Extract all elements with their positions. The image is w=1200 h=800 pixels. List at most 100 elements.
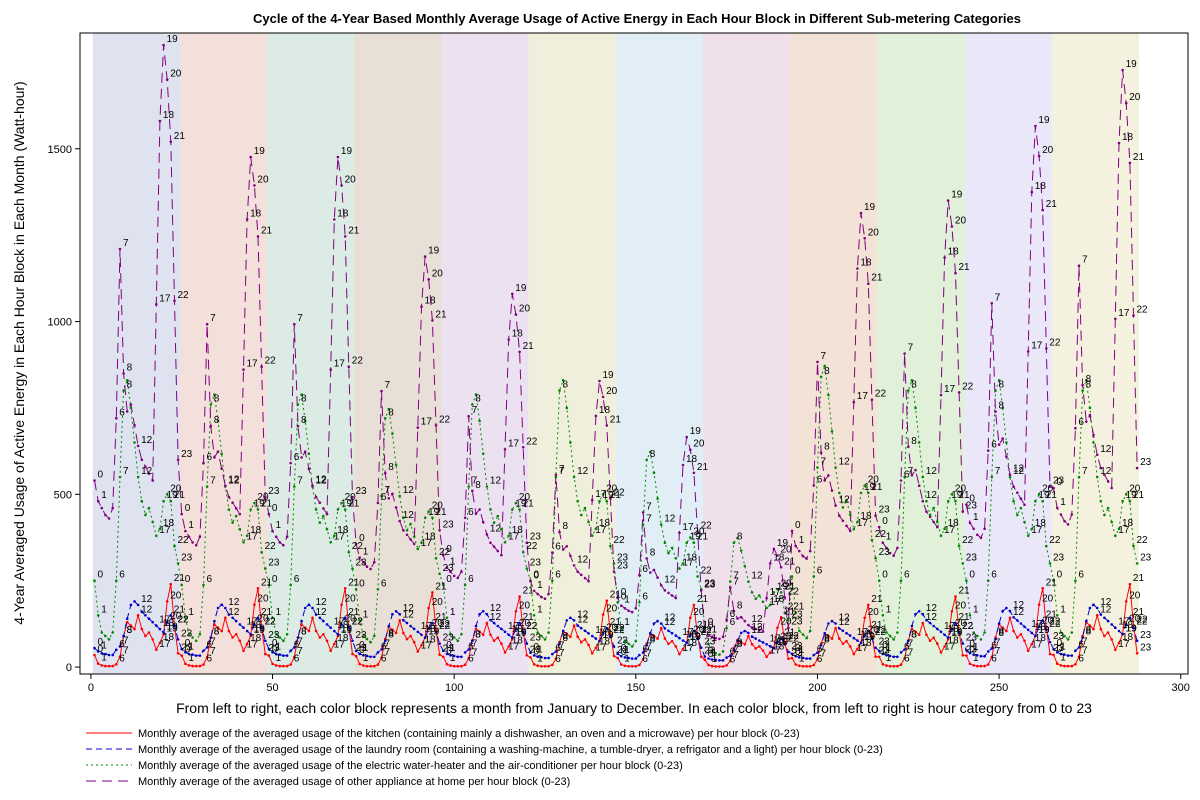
series-2-hour-label: 22 <box>613 625 625 636</box>
series-1-point <box>1066 664 1070 668</box>
series-2-hour-label: 22 <box>788 633 800 644</box>
series-1-hour-label: 21 <box>435 581 447 592</box>
series-4-point <box>452 574 456 578</box>
series-3-hour-label: 0 <box>98 570 104 581</box>
series-4-hour-label: 0 <box>795 520 801 531</box>
series-4-point <box>260 365 263 369</box>
series-3-hour-label: 6 <box>642 591 648 602</box>
series-4-hour-label: 6 <box>119 407 125 418</box>
series-2-hour-label: 21 <box>959 612 971 623</box>
series-4-point <box>707 634 710 637</box>
series-3-hour-label: 20 <box>693 527 705 538</box>
series-2-point <box>231 616 234 620</box>
series-1-hour-label: 19 <box>951 628 963 639</box>
series-2-point <box>954 621 957 625</box>
series-2-point <box>616 652 619 656</box>
series-4-hour-label: 20 <box>519 304 531 315</box>
series-4-point <box>638 573 641 577</box>
series-3-hour-label: 0 <box>272 574 278 585</box>
series-1-point <box>1135 652 1139 655</box>
series-3-point <box>1041 499 1044 503</box>
series-2-point <box>863 634 866 637</box>
series-4-point <box>521 446 525 449</box>
series-1-point <box>838 637 841 640</box>
series-4-point <box>358 556 362 559</box>
series-3-point <box>285 633 289 636</box>
chart-title: Cycle of the 4-Year Based Monthly Averag… <box>253 11 1021 26</box>
series-4-point <box>896 546 899 550</box>
series-2-hour-label: 12 <box>490 603 502 614</box>
series-3-hour-label: 21 <box>523 499 535 510</box>
series-3-hour-label: 19 <box>951 490 963 501</box>
series-4-hour-label: 6 <box>642 564 648 575</box>
series-1-point <box>961 654 965 657</box>
series-4-hour-label: 18 <box>686 454 698 465</box>
series-1-hour-label: 23 <box>268 643 280 654</box>
series-1-point <box>1092 627 1095 631</box>
series-2-point <box>1114 626 1117 629</box>
series-2-point <box>416 630 420 634</box>
series-1-hour-label: 23 <box>181 642 193 653</box>
series-1-point <box>630 665 634 668</box>
series-3-hour-label: 1 <box>1060 604 1066 615</box>
series-4-hour-label: 0 <box>708 621 714 632</box>
series-1-point <box>1026 649 1030 652</box>
series-1-hour-label: 12 <box>751 625 763 636</box>
series-4-point <box>158 119 162 123</box>
series-3-point <box>485 485 489 488</box>
series-2-point <box>888 654 892 658</box>
series-2-hour-label: 19 <box>690 632 702 643</box>
series-1-point <box>790 656 794 660</box>
series-1-hour-label: 7 <box>821 648 827 659</box>
series-4-point <box>892 554 895 557</box>
series-1-point <box>144 634 147 638</box>
series-3-point <box>1117 527 1121 531</box>
series-2-point <box>1001 609 1004 613</box>
series-3-hour-label: 6 <box>1078 570 1084 581</box>
series-2-hour-label: 7 <box>559 641 565 652</box>
series-3-hour-label: 20 <box>519 492 531 503</box>
series-1-hour-label: 20 <box>432 597 444 608</box>
series-2-point <box>96 650 100 653</box>
series-1-point <box>885 664 888 667</box>
series-1-point <box>169 582 173 586</box>
series-1-hour-label: 20 <box>1042 594 1054 605</box>
series-1-point <box>925 633 928 637</box>
series-1-hour-label: 1 <box>188 653 194 664</box>
series-4-point <box>721 635 725 639</box>
y-tick-label: 0 <box>66 662 72 674</box>
series-2-point <box>227 613 231 616</box>
series-3-hour-label: 8 <box>388 407 394 418</box>
series-3-hour-label: 20 <box>606 483 618 494</box>
series-4-point <box>558 530 561 534</box>
series-4-point <box>456 576 460 580</box>
series-2-hour-label: 17 <box>770 633 782 644</box>
series-2-point <box>885 654 888 657</box>
series-1-point <box>427 606 431 610</box>
series-1-hour-label: 6 <box>817 654 823 665</box>
series-3-point <box>362 634 365 638</box>
series-2-point <box>147 617 151 620</box>
series-2-point <box>529 651 532 655</box>
series-4-hour-label: 17 <box>334 359 346 370</box>
series-3-hour-label: 1 <box>537 604 543 615</box>
series-1-hour-label: 6 <box>555 654 561 665</box>
series-4-point <box>489 541 492 544</box>
series-3-hour-label: 17 <box>682 558 694 569</box>
series-1-hour-label: 19 <box>690 632 702 643</box>
series-2-point <box>387 624 391 628</box>
series-2-point <box>224 606 227 610</box>
series-1-hour-label: 22 <box>178 615 190 626</box>
series-1-hour-label: 18 <box>1035 633 1047 644</box>
series-3-hour-label: 20 <box>955 483 967 494</box>
series-1-hour-label: 12 <box>141 604 153 615</box>
series-3-point <box>841 506 845 509</box>
series-4-hour-label: 12 <box>141 435 153 446</box>
series-3-hour-label: 17 <box>1118 525 1130 536</box>
series-2-hour-label: 7 <box>472 639 478 650</box>
series-4-point <box>274 535 278 538</box>
series-1-point <box>278 664 282 668</box>
series-4-point <box>1066 523 1070 526</box>
series-1-point <box>714 665 717 668</box>
series-1-point <box>689 616 692 620</box>
